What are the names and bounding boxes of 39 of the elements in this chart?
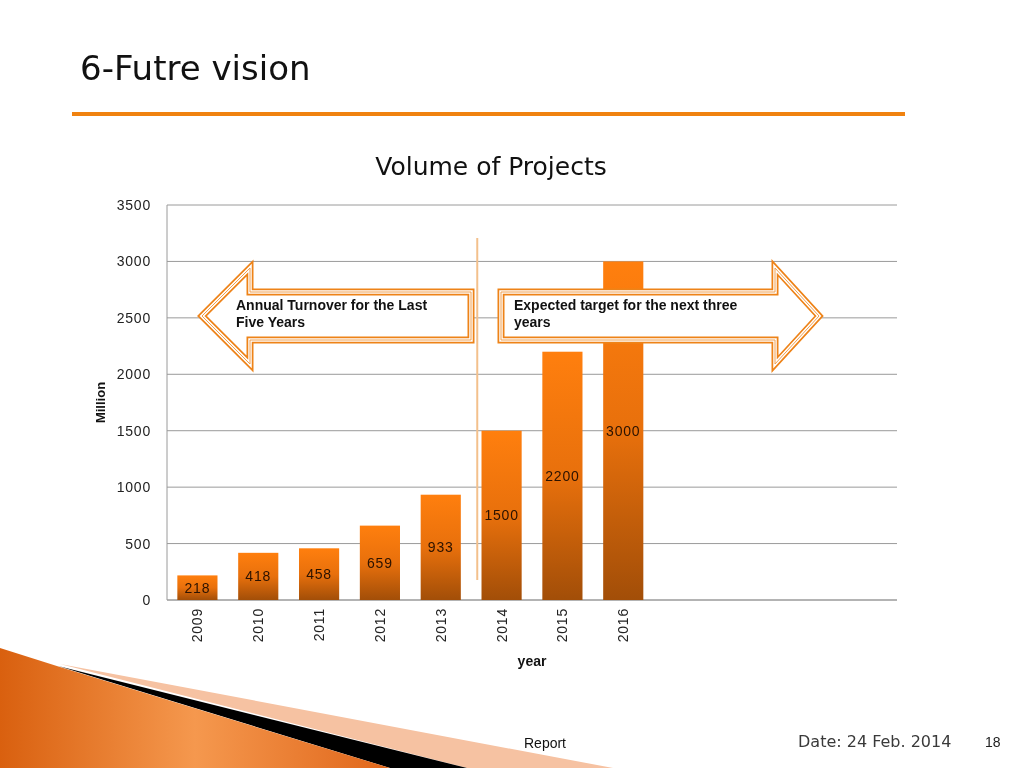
data-label: 3000 bbox=[606, 422, 641, 439]
data-label: 458 bbox=[306, 566, 332, 583]
y-tick-label: 1500 bbox=[116, 422, 151, 439]
bar bbox=[481, 430, 522, 600]
y-tick-label: 1000 bbox=[116, 479, 151, 496]
x-tick-label: 2009 bbox=[189, 608, 206, 643]
y-tick-label: 500 bbox=[125, 535, 151, 552]
x-tick-label: 2010 bbox=[250, 608, 267, 643]
data-label: 418 bbox=[245, 568, 272, 585]
text: 18 bbox=[985, 734, 1001, 750]
data-label: 218 bbox=[184, 579, 211, 596]
y-tick-label: 3500 bbox=[116, 197, 151, 213]
y-tick-label: 2500 bbox=[116, 309, 151, 326]
y-tick-label: 3000 bbox=[116, 253, 151, 270]
bar bbox=[238, 552, 279, 600]
x-tick-label: 2015 bbox=[554, 608, 571, 643]
annotation: Expected target for the next three years bbox=[514, 297, 738, 330]
x-axis-title: year bbox=[517, 653, 547, 669]
y-axis-title: Million bbox=[93, 381, 108, 424]
data-label: 933 bbox=[427, 539, 454, 556]
bar bbox=[420, 494, 461, 600]
data-label: 2200 bbox=[545, 467, 580, 484]
bar bbox=[299, 548, 340, 600]
x-tick-label: 2013 bbox=[432, 608, 449, 643]
text: Report bbox=[523, 735, 567, 751]
bar bbox=[542, 351, 583, 600]
text: Date: 24 Feb. 2014 bbox=[798, 732, 952, 751]
data-label: 1500 bbox=[484, 507, 519, 524]
y-tick-label: 2000 bbox=[116, 366, 151, 383]
x-tick-label: 2014 bbox=[493, 608, 510, 643]
x-tick-label: 2012 bbox=[371, 608, 388, 643]
x-tick-label: 2011 bbox=[311, 608, 328, 642]
text: 6-Futre vision bbox=[80, 48, 311, 88]
x-tick-label: 2016 bbox=[615, 608, 632, 643]
y-tick-label: 0 bbox=[142, 592, 151, 608]
bar bbox=[359, 525, 400, 600]
data-label: 659 bbox=[367, 554, 393, 571]
annotation: Annual Turnover for the Last Five Years bbox=[236, 297, 428, 330]
chart-title: Volume of Projects bbox=[375, 152, 607, 181]
